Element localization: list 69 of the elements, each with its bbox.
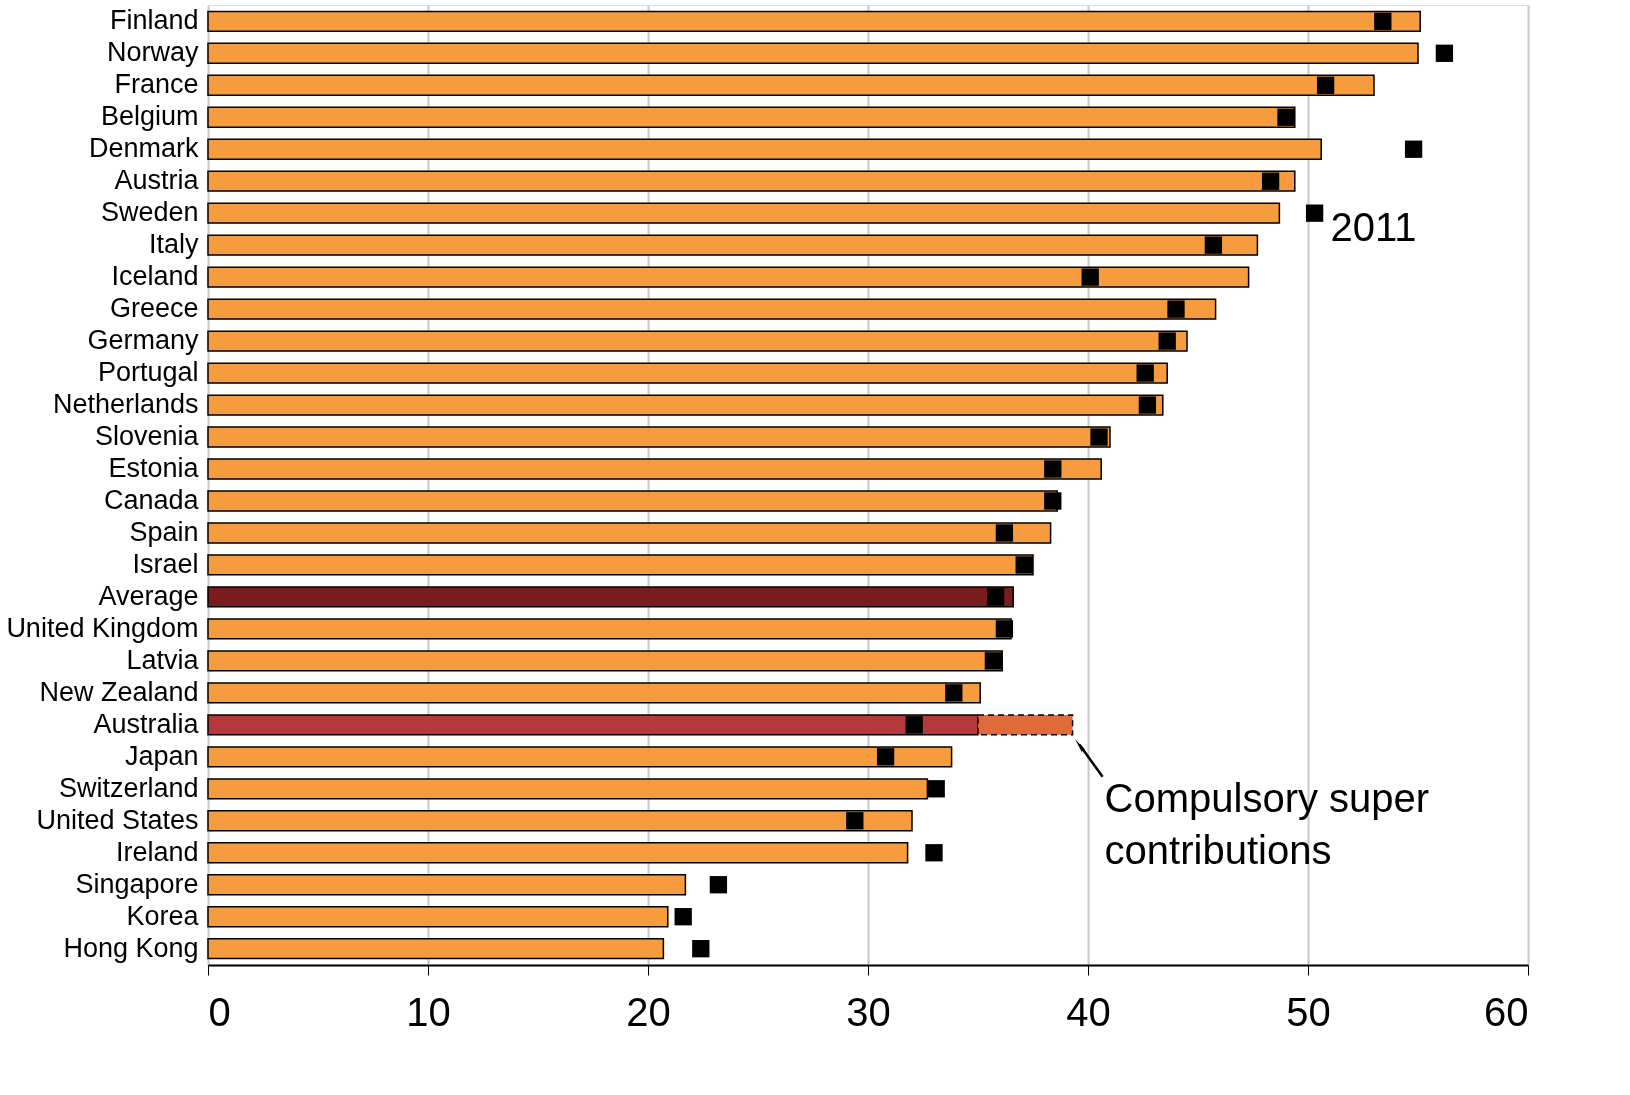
y-tick-label: Japan [124, 740, 199, 771]
x-tick-label: 20 [626, 989, 671, 1034]
y-tick-label: Austria [114, 165, 200, 196]
point [709, 876, 728, 894]
point [1261, 172, 1280, 190]
x-tick-label: 10 [406, 989, 451, 1034]
y-tick-label: Switzerland [58, 772, 199, 803]
y-tick-label: Australia [93, 708, 200, 739]
point [1305, 204, 1324, 222]
y-tick-label: Israel [132, 548, 199, 579]
y-tick-label: Korea [126, 900, 200, 931]
y-tick-label: France [114, 69, 199, 100]
y-tick-label: Slovenia [94, 421, 200, 452]
point [995, 524, 1014, 542]
point [984, 652, 1003, 670]
point [1044, 492, 1062, 510]
point [1015, 556, 1033, 574]
y-tick-label: United Kingdom [6, 612, 199, 643]
point [846, 812, 864, 830]
y-tick-label: Belgium [100, 101, 199, 132]
point [1138, 396, 1157, 414]
x-tick-label: 0 [208, 989, 231, 1034]
point [1090, 428, 1108, 446]
series-label: 2011 [1330, 205, 1417, 250]
x-tick-label: 40 [1066, 989, 1111, 1034]
point [986, 588, 1005, 606]
point [1204, 236, 1223, 254]
point [1167, 300, 1185, 318]
x-tick-label: 60 [1484, 989, 1529, 1034]
y-tick-label: Portugal [97, 357, 199, 388]
y-tick-label: Canada [103, 484, 200, 515]
y-tick-label: Hong Kong [63, 932, 199, 963]
point [995, 620, 1014, 638]
y-tick-label: Average [98, 580, 199, 611]
y-tick-label: Iceland [111, 261, 199, 292]
y-tick-label: New Zealand [39, 676, 199, 707]
point [674, 908, 692, 926]
y-tick-label: Estonia [108, 453, 200, 484]
x-tick-label: 50 [1286, 989, 1331, 1034]
point [1374, 12, 1392, 30]
y-tick-label: Germany [87, 325, 199, 356]
annotation: Compulsory super contributions [1104, 775, 1430, 872]
y-tick-label: Spain [129, 516, 199, 547]
y-tick-label: Italy [148, 229, 199, 260]
point [1081, 268, 1099, 286]
y-tick-label: Netherlands [52, 389, 199, 420]
point [1435, 44, 1454, 62]
point [1316, 76, 1335, 94]
point [1158, 332, 1176, 350]
point [876, 748, 895, 766]
y-tick-label: Finland [109, 5, 199, 36]
point [1404, 140, 1423, 158]
y-tick-label: Latvia [126, 644, 200, 675]
point [927, 780, 945, 798]
y-tick-label: Norway [106, 37, 199, 68]
y-tick-label: Denmark [88, 133, 199, 164]
x-tick-label: 30 [846, 989, 891, 1034]
y-tick-label: Greece [109, 293, 199, 324]
point [1044, 460, 1062, 478]
y-tick-label: Sweden [100, 197, 199, 228]
y-tick-label: Singapore [75, 868, 199, 899]
y-tick-label: Ireland [115, 836, 199, 867]
y-tick-label: United States [36, 804, 199, 835]
point [945, 684, 963, 702]
point [1136, 364, 1154, 382]
point [1277, 108, 1295, 126]
point [905, 716, 923, 734]
point [925, 844, 943, 862]
point [692, 940, 710, 958]
